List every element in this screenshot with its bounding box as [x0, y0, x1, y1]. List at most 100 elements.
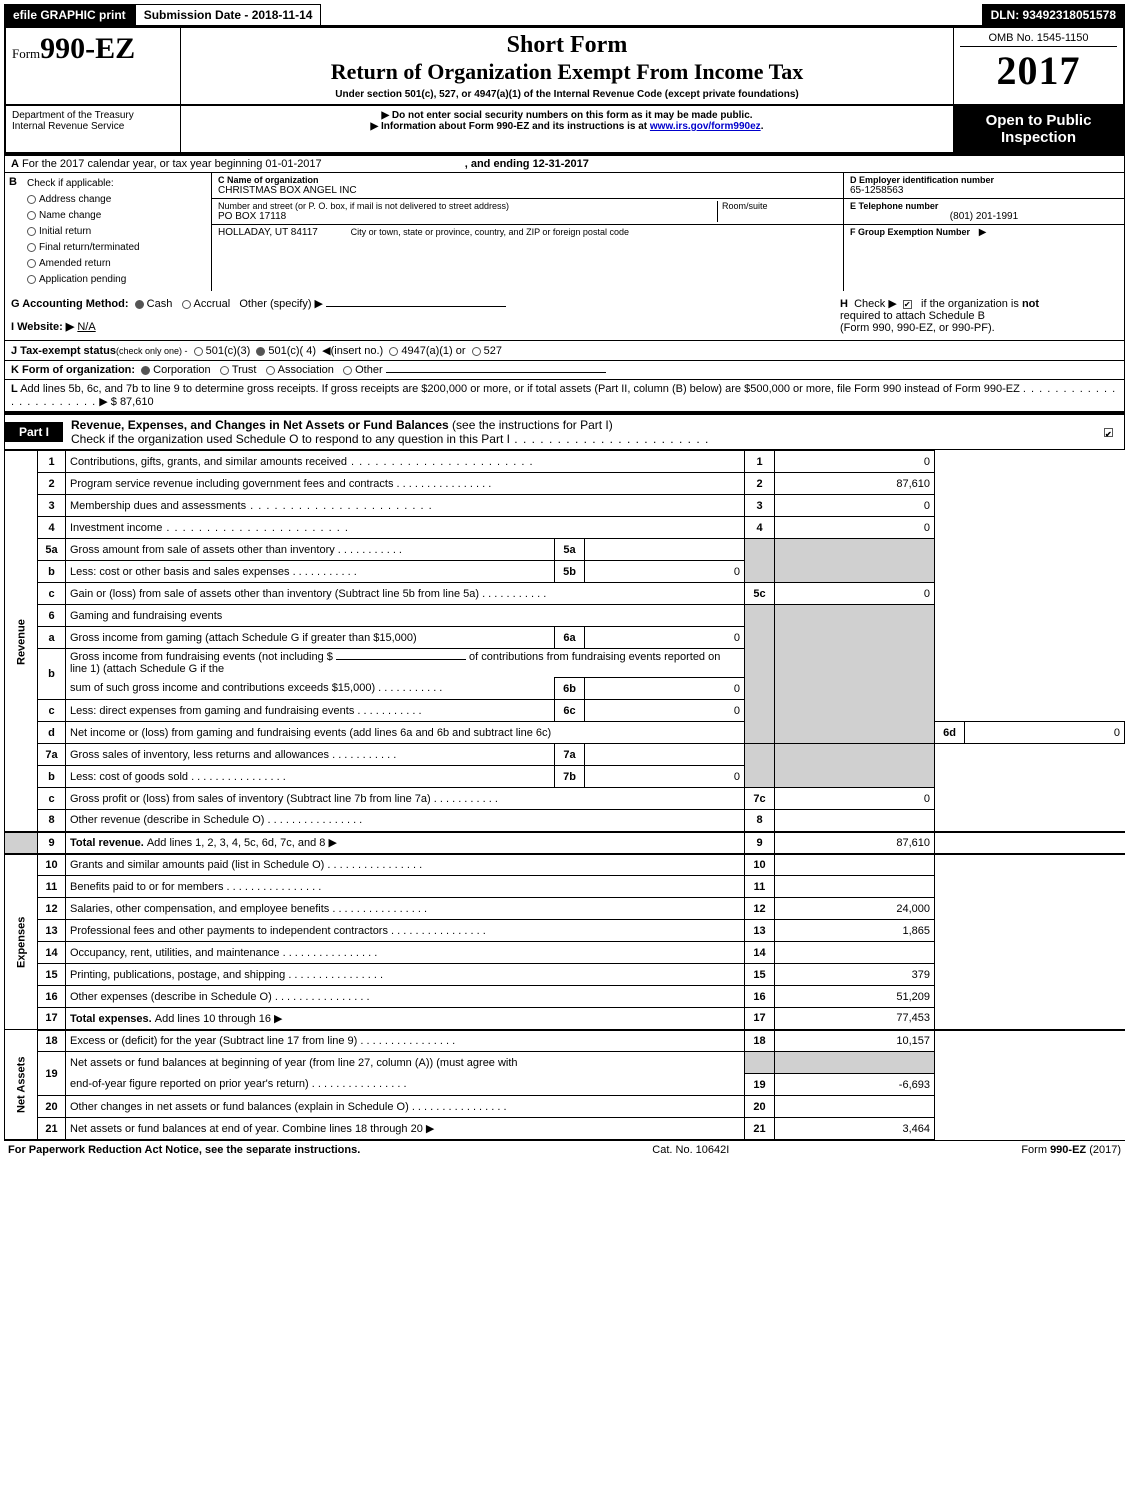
- website-value: N/A: [77, 321, 95, 333]
- line-f-label: F Group Exemption Number: [850, 227, 970, 237]
- table-row: d Net income or (loss) from gaming and f…: [5, 722, 1125, 744]
- table-row: Revenue 1 Contributions, gifts, grants, …: [5, 451, 1125, 473]
- tax-status-501c-radio[interactable]: [256, 347, 265, 356]
- info-about: Information about Form 990-EZ and its in…: [381, 121, 650, 132]
- form-number: 990-EZ: [40, 32, 135, 65]
- schedule-o-checkbox[interactable]: [1104, 428, 1113, 437]
- table-row: 14 Occupancy, rent, utilities, and maint…: [5, 942, 1125, 964]
- table-row: b Less: cost or other basis and sales ex…: [5, 561, 1125, 583]
- cat-no: Cat. No. 10642I: [652, 1144, 729, 1156]
- check-name-change[interactable]: [27, 211, 36, 220]
- form-ref: Form 990-EZ (2017): [1021, 1144, 1121, 1156]
- table-row: 6 Gaming and fundraising events: [5, 605, 1125, 627]
- omb-number: OMB No. 1545-1150: [960, 32, 1117, 47]
- org-corporation-radio[interactable]: [141, 366, 150, 375]
- street-label: Number and street (or P. O. box, if mail…: [218, 201, 717, 211]
- accounting-accrual-radio[interactable]: [182, 300, 191, 309]
- efile-print-button[interactable]: efile GRAPHIC print: [4, 4, 135, 26]
- table-row: c Less: direct expenses from gaming and …: [5, 700, 1125, 722]
- under-section: Under section 501(c), 527, or 4947(a)(1)…: [187, 89, 947, 100]
- table-row: 7a Gross sales of inventory, less return…: [5, 744, 1125, 766]
- entity-block: B Check if applicable: Address change Na…: [4, 173, 1125, 291]
- tax-status-501c3-radio[interactable]: [194, 347, 203, 356]
- line-a: A For the 2017 calendar year, or tax yea…: [4, 154, 1125, 173]
- table-row: 9 Total revenue. Add lines 1, 2, 3, 4, 5…: [5, 832, 1125, 854]
- part1-header: Part I Revenue, Expenses, and Changes in…: [4, 413, 1125, 450]
- line-e-label: E Telephone number: [850, 201, 1118, 211]
- part1-table: Revenue 1 Contributions, gifts, grants, …: [4, 450, 1125, 1140]
- line-i-label: I Website: ▶: [11, 321, 74, 333]
- part1-label: Part I: [5, 422, 63, 442]
- table-row: sum of such gross income and contributio…: [5, 678, 1125, 700]
- table-row: end-of-year figure reported on prior yea…: [5, 1074, 1125, 1096]
- ein-value: 65-1258563: [850, 185, 1118, 196]
- check-address-change[interactable]: [27, 195, 36, 204]
- table-row: 19 Net assets or fund balances at beginn…: [5, 1052, 1125, 1074]
- page-footer: For Paperwork Reduction Act Notice, see …: [4, 1140, 1125, 1159]
- phone-value: (801) 201-1991: [850, 211, 1118, 222]
- table-row: c Gross profit or (loss) from sales of i…: [5, 788, 1125, 810]
- table-row: c Gain or (loss) from sale of assets oth…: [5, 583, 1125, 605]
- form-prefix: Form: [12, 46, 40, 61]
- tax-status-527-radio[interactable]: [472, 347, 481, 356]
- org-association-radio[interactable]: [266, 366, 275, 375]
- table-row: 12 Salaries, other compensation, and emp…: [5, 898, 1125, 920]
- table-row: b Gross income from fundraising events (…: [5, 649, 1125, 678]
- submission-date: Submission Date - 2018-11-14: [135, 4, 322, 26]
- street-value: PO BOX 17118: [218, 211, 717, 222]
- open-to-public: Open to Public Inspection: [954, 106, 1123, 152]
- table-row: 3 Membership dues and assessments 3 0: [5, 495, 1125, 517]
- table-row: 4 Investment income 4 0: [5, 517, 1125, 539]
- expenses-section-label: Expenses: [5, 854, 38, 1030]
- short-form-title: Short Form: [187, 32, 947, 59]
- irs-link[interactable]: www.irs.gov/form990ez: [650, 121, 761, 132]
- form-header: Form990-EZ Short Form Return of Organiza…: [4, 26, 1125, 106]
- dept-row: Department of the Treasury Internal Reve…: [4, 106, 1125, 154]
- org-name: CHRISTMAS BOX ANGEL INC: [218, 185, 837, 196]
- paperwork-notice: For Paperwork Reduction Act Notice, see …: [8, 1144, 360, 1156]
- city-value: HOLLADAY, UT 84117: [218, 227, 318, 238]
- org-trust-radio[interactable]: [220, 366, 229, 375]
- table-row: 20 Other changes in net assets or fund b…: [5, 1096, 1125, 1118]
- room-label: Room/suite: [722, 201, 837, 211]
- line-c-label: C Name of organization: [218, 175, 837, 185]
- schedule-b-checkbox[interactable]: [903, 300, 912, 309]
- tax-status-4947-radio[interactable]: [389, 347, 398, 356]
- line-g-label: G Accounting Method:: [11, 298, 129, 310]
- revenue-section-label: Revenue: [5, 451, 38, 832]
- table-row: Net Assets 18 Excess or (deficit) for th…: [5, 1030, 1125, 1052]
- tax-year: 2017: [960, 47, 1117, 94]
- line-b-label: B: [5, 173, 21, 291]
- line-k: K Form of organization: Corporation Trus…: [4, 361, 1125, 380]
- city-label: City or town, state or province, country…: [351, 227, 629, 237]
- table-row: 5a Gross amount from sale of assets othe…: [5, 539, 1125, 561]
- table-row: 21 Net assets or fund balances at end of…: [5, 1118, 1125, 1140]
- check-amended-return[interactable]: [27, 259, 36, 268]
- table-row: 15 Printing, publications, postage, and …: [5, 964, 1125, 986]
- check-final-return[interactable]: [27, 243, 36, 252]
- dln-label: DLN: 93492318051578: [982, 4, 1125, 26]
- check-initial-return[interactable]: [27, 227, 36, 236]
- top-bar: efile GRAPHIC print Submission Date - 20…: [4, 4, 1125, 26]
- table-row: 13 Professional fees and other payments …: [5, 920, 1125, 942]
- accounting-cash-radio[interactable]: [135, 300, 144, 309]
- table-row: 16 Other expenses (describe in Schedule …: [5, 986, 1125, 1008]
- irs-label: Internal Revenue Service: [12, 121, 174, 132]
- line-h-label: H: [840, 298, 848, 310]
- table-row: 11 Benefits paid to or for members 11: [5, 876, 1125, 898]
- return-title: Return of Organization Exempt From Incom…: [187, 59, 947, 85]
- line-j: J Tax-exempt status(check only one) - 50…: [4, 341, 1125, 361]
- table-row: b Less: cost of goods sold 7b 0: [5, 766, 1125, 788]
- table-row: a Gross income from gaming (attach Sched…: [5, 627, 1125, 649]
- line-b-checks: Check if applicable: Address change Name…: [21, 173, 211, 291]
- table-row: Expenses 10 Grants and similar amounts p…: [5, 854, 1125, 876]
- part1-title: Revenue, Expenses, and Changes in Net As…: [71, 418, 449, 432]
- table-row: 17 Total expenses. Add lines 10 through …: [5, 1008, 1125, 1030]
- do-not-enter: Do not enter social security numbers on …: [187, 110, 947, 121]
- line-d-label: D Employer identification number: [850, 175, 1118, 185]
- ghi-block: G Accounting Method: Cash Accrual Other …: [4, 291, 1125, 341]
- check-application-pending[interactable]: [27, 275, 36, 284]
- line-l: L Add lines 5b, 6c, and 7b to line 9 to …: [4, 380, 1125, 413]
- dept-treasury: Department of the Treasury: [12, 110, 174, 121]
- org-other-radio[interactable]: [343, 366, 352, 375]
